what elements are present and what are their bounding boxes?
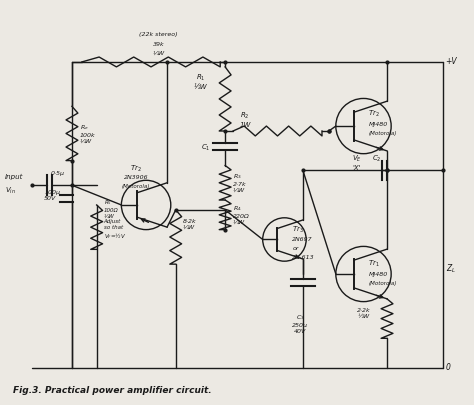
Text: 0: 0 (446, 363, 450, 372)
Text: (Motorola): (Motorola) (122, 184, 150, 189)
Text: $R_2$: $R_2$ (240, 111, 250, 122)
Text: (Motorola): (Motorola) (368, 281, 397, 286)
Text: $V_E$: $V_E$ (353, 153, 362, 164)
Text: $C_3$
250µ
40V: $C_3$ 250µ 40V (292, 313, 308, 334)
Text: 2N697: 2N697 (292, 237, 313, 242)
Text: Tr$_3$: Tr$_3$ (292, 224, 304, 235)
Text: ¼W: ¼W (152, 51, 164, 55)
Text: Tr$_2$: Tr$_2$ (368, 109, 380, 119)
Text: $C_1$: $C_1$ (201, 143, 210, 153)
Text: 2N3906: 2N3906 (124, 175, 148, 180)
Text: $R_1$
½W: $R_1$ ½W (193, 73, 207, 90)
Text: 39k: 39k (153, 42, 164, 47)
Text: (Motorola): (Motorola) (368, 132, 397, 136)
Text: $Z_L$: $Z_L$ (446, 263, 456, 275)
Text: MJ480: MJ480 (368, 271, 388, 277)
Text: 2N·613: 2N·613 (292, 255, 315, 260)
Text: $C_2$: $C_2$ (372, 153, 382, 164)
Text: 2·2k
½W: 2·2k ½W (357, 308, 371, 319)
Text: $R_4$
220Ω
¼W: $R_4$ 220Ω ¼W (233, 205, 250, 225)
Text: Tr$_2$: Tr$_2$ (130, 163, 142, 174)
Text: Fig.3. Practical power amplifier circuit.: Fig.3. Practical power amplifier circuit… (13, 386, 211, 395)
Text: (22k stereo): (22k stereo) (139, 32, 178, 37)
Text: $R_3$
2·7k
¼W: $R_3$ 2·7k ¼W (233, 173, 246, 193)
Text: 0·5µ: 0·5µ (50, 171, 64, 176)
Text: $R_e$
100k
¼W: $R_e$ 100k ¼W (80, 123, 95, 144)
Text: +V: +V (446, 58, 457, 66)
Text: $V_{in}$: $V_{in}$ (5, 186, 16, 196)
Text: 'X': 'X' (353, 166, 361, 171)
Text: 100µ
50V: 100µ 50V (44, 190, 60, 201)
Text: Input: Input (5, 174, 23, 180)
Text: 1W: 1W (239, 122, 251, 128)
Text: or: or (292, 246, 299, 251)
Text: $R_5$
100Ω
¼W
Adjust
so that
$V_F$=½V: $R_5$ 100Ω ¼W Adjust so that $V_F$=½V (104, 198, 126, 241)
Text: Tr$_1$: Tr$_1$ (368, 259, 380, 269)
Text: 8·2k
¼W: 8·2k ¼W (182, 219, 196, 230)
Text: MJ480: MJ480 (368, 122, 388, 127)
